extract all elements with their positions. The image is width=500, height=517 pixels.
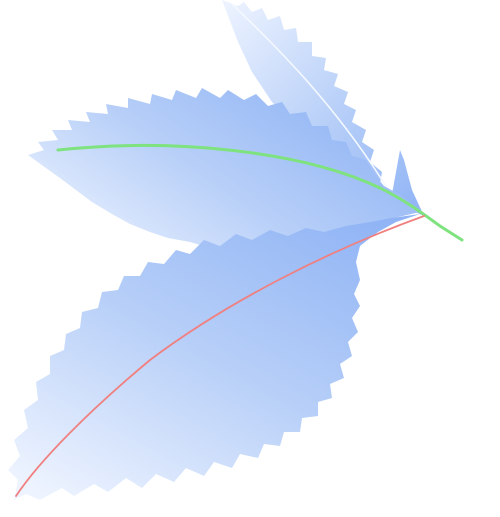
middle-leaf-stem — [56, 144, 464, 242]
top-leaf-vein — [231, 3, 393, 197]
middle-leaf — [28, 88, 420, 250]
top-leaf — [222, 0, 424, 216]
bottom-leaf — [8, 214, 420, 500]
bottom-leaf-midrib — [15, 215, 425, 497]
